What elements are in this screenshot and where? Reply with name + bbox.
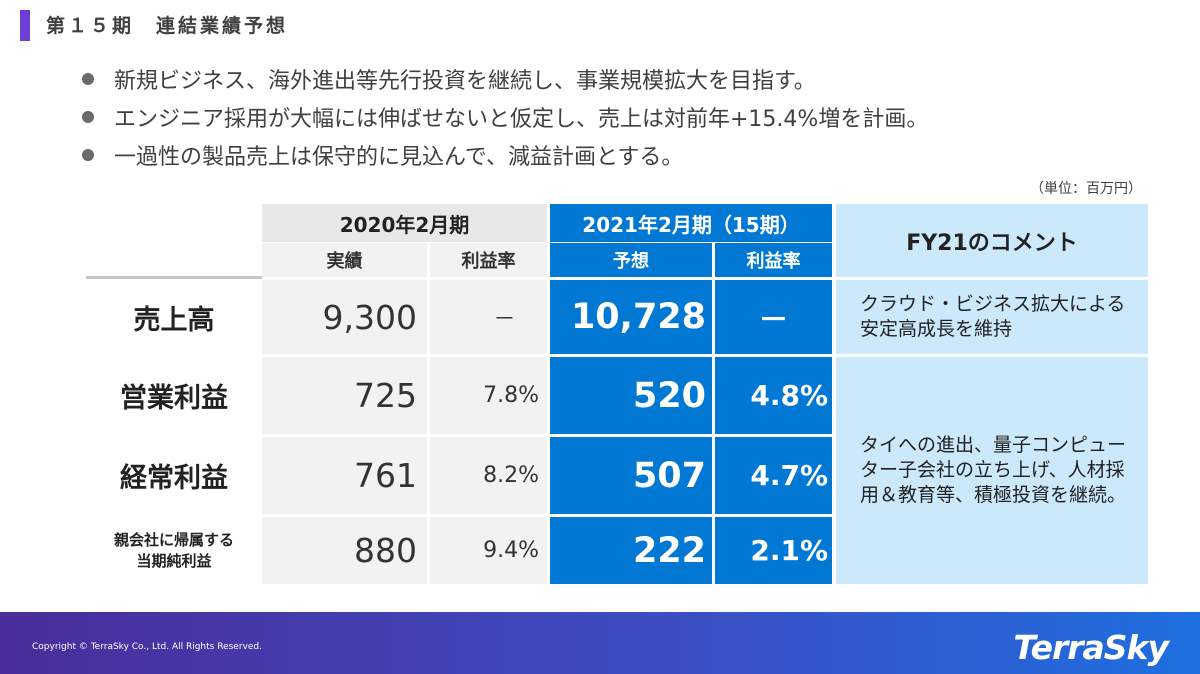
comment-sales: クラウド・ビジネス拡大による安定高成長を維持 [836, 280, 1148, 354]
row-label-operating-income: 営業利益 [120, 383, 228, 414]
ordinary-income-margin: 8.2% [430, 437, 547, 514]
header-forecast: 予想 [550, 243, 712, 277]
title-accent-bar [20, 10, 30, 41]
bullet-item: 新規ビジネス、海外進出等先行投資を継続し、事業規模拡大を目指す。 [82, 60, 928, 98]
net-income-forecast-margin: 2.1% [715, 517, 832, 584]
operating-income-forecast-margin: 4.8% [715, 357, 832, 434]
bullet-list: 新規ビジネス、海外進出等先行投資を継続し、事業規模拡大を目指す。 エンジニア採用… [82, 60, 928, 174]
ordinary-income-forecast: 507 [550, 437, 712, 514]
row-label-ordinary-income: 経常利益 [120, 463, 228, 494]
copyright-text: Copyright © TerraSky Co., Ltd. All Right… [32, 642, 262, 652]
net-income-actual: 880 [262, 517, 427, 584]
bullet-dot-icon [82, 111, 94, 123]
ordinary-income-forecast-margin: 4.7% [715, 437, 832, 514]
bullet-item: 一過性の製品売上は保守的に見込んで、減益計画とする。 [82, 136, 928, 174]
row-label-sales: 売上高 [133, 304, 215, 336]
header-divider [86, 276, 262, 279]
sales-actual: 9,300 [262, 280, 427, 354]
comment-profit: タイへの進出、量子コンピューター子会社の立ち上げ、人材採用＆教育等、積極投資を継… [836, 357, 1148, 584]
header-fy2020: 2020年2月期 [262, 204, 547, 242]
header-fy2021: 2021年2月期（15期） [550, 204, 832, 242]
slide-title: 第１５期 連結業績予想 [46, 15, 289, 37]
sales-margin: － [430, 280, 547, 354]
net-income-margin: 9.4% [430, 517, 547, 584]
row-label-net-income: 親会社に帰属する 当期純利益 [113, 530, 234, 570]
footer-band [0, 612, 1200, 674]
sales-forecast-margin: － [715, 280, 832, 354]
bullet-dot-icon [82, 73, 94, 85]
header-margin: 利益率 [430, 243, 547, 277]
unit-label: （単位：百万円） [1030, 181, 1142, 197]
terrasky-logo: TerraSky [1013, 628, 1169, 667]
sales-forecast: 10,728 [550, 280, 712, 354]
ordinary-income-actual: 761 [262, 437, 427, 514]
operating-income-forecast: 520 [550, 357, 712, 434]
header-forecast-margin: 利益率 [715, 243, 832, 277]
operating-income-actual: 725 [262, 357, 427, 434]
net-income-forecast: 222 [550, 517, 712, 584]
bullet-dot-icon [82, 149, 94, 161]
header-actual: 実績 [262, 243, 427, 277]
bullet-item: エンジニア採用が大幅には伸ばせないと仮定し、売上は対前年+15.4%増を計画。 [82, 98, 928, 136]
operating-income-margin: 7.8% [430, 357, 547, 434]
header-comment: FY21のコメント [836, 204, 1148, 277]
